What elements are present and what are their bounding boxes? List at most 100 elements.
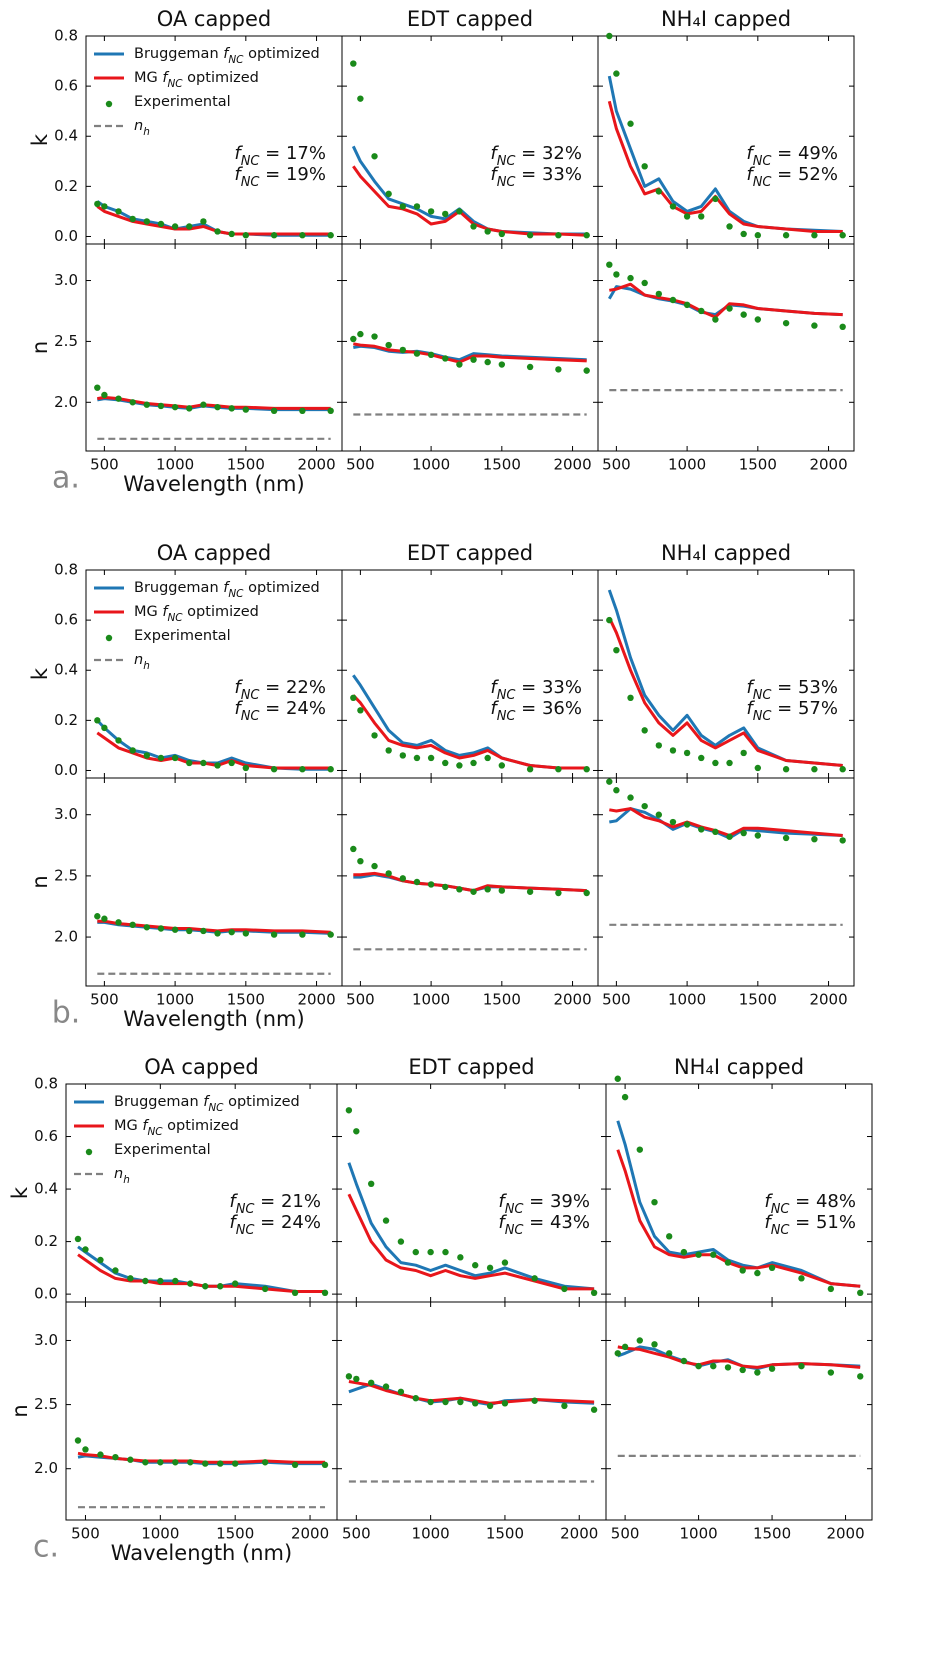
y-tick-label: 2.0 (34, 1459, 58, 1477)
data-point (811, 322, 818, 329)
x-tick-label: 2000 (553, 456, 591, 474)
x-tick-label: 1000 (141, 1525, 179, 1543)
data-point (754, 316, 762, 323)
x-tick-label: 1500 (216, 1525, 254, 1543)
data-point (187, 1280, 194, 1287)
data-point (327, 931, 334, 938)
data-point (526, 232, 534, 239)
data-point (413, 350, 421, 357)
y-tick-label: 0.2 (54, 711, 78, 729)
data-point (740, 829, 747, 837)
annotation: fNC = 51% (764, 1212, 856, 1238)
data-point (768, 1365, 776, 1372)
data-point (412, 1394, 419, 1402)
data-point (839, 232, 846, 239)
x-axis-label: Wavelength (nm) (123, 1007, 304, 1031)
data-point (200, 401, 207, 408)
y-tick-label: 2.5 (54, 866, 78, 884)
data-point (726, 305, 733, 312)
data-point (200, 759, 207, 767)
data-point (94, 913, 101, 920)
data-point (97, 1256, 104, 1264)
x-tick-label: 1500 (483, 456, 521, 474)
series-line (347, 1162, 595, 1291)
legend-label: MG fNC optimized (134, 70, 259, 90)
data-point (683, 749, 691, 757)
data-point (357, 858, 364, 865)
data-point (291, 1289, 299, 1297)
panel-title: OA capped (157, 541, 272, 565)
data-point (397, 1238, 405, 1245)
plot-frame (65, 1301, 338, 1521)
data-point (345, 1107, 353, 1114)
data-point (669, 747, 677, 754)
data-point (811, 766, 818, 773)
data-point (811, 232, 818, 239)
data-point (127, 1275, 134, 1282)
data-point (171, 223, 179, 230)
data-point (754, 1269, 761, 1277)
plot-frame (341, 35, 599, 245)
data-point (621, 1343, 629, 1351)
data-point (82, 1246, 89, 1253)
data-point (498, 762, 506, 769)
data-point (427, 1398, 434, 1406)
data-point (456, 762, 463, 769)
data-point (186, 759, 193, 767)
data-point (186, 927, 193, 935)
annotation: fNC = 33% (490, 677, 582, 703)
panel-title: EDT capped (407, 7, 533, 31)
data-point (606, 778, 613, 785)
data-point (187, 1459, 194, 1466)
x-tick-label: 1000 (679, 1525, 717, 1543)
data-point (627, 274, 634, 282)
y-tick-label: 0.0 (34, 1285, 58, 1303)
data-point (782, 834, 790, 842)
x-tick-label: 1500 (739, 456, 777, 474)
data-point (613, 271, 620, 278)
data-point (698, 213, 705, 220)
x-tick-label: 500 (346, 991, 375, 1009)
data-point (669, 203, 677, 210)
x-tick-label: 1500 (227, 456, 265, 474)
x-tick-label: 2000 (809, 456, 847, 474)
data-point (531, 1275, 538, 1282)
data-point (665, 1350, 673, 1357)
data-point (590, 1406, 598, 1413)
data-point (101, 724, 108, 732)
data-point (606, 261, 613, 268)
data-point (710, 1251, 717, 1258)
data-point (353, 1128, 360, 1135)
data-point (726, 759, 733, 767)
panel-label: b. (52, 996, 81, 1031)
data-point (486, 1264, 494, 1272)
data-point (839, 837, 846, 844)
annotation: fNC = 24% (229, 1212, 321, 1238)
data-point (217, 1460, 224, 1467)
data-point (698, 754, 705, 762)
x-tick-label: 500 (90, 456, 119, 474)
data-point (217, 1283, 224, 1290)
data-point (382, 1217, 390, 1224)
data-point (614, 1075, 621, 1082)
x-tick-label: 2000 (809, 991, 847, 1009)
x-tick-label: 2000 (297, 456, 335, 474)
data-point (357, 95, 364, 102)
data-point (583, 766, 590, 773)
y-tick-label: 3.0 (54, 271, 78, 289)
data-point (214, 228, 221, 235)
y-tick-label: 2.5 (34, 1395, 58, 1413)
data-point (526, 363, 534, 371)
data-point (641, 279, 648, 287)
data-point (327, 766, 334, 773)
data-point (214, 403, 221, 411)
y-axis-label: n (28, 875, 52, 888)
x-tick-label: 1500 (486, 1525, 524, 1543)
y-axis-label: k (28, 133, 52, 146)
data-point (427, 208, 435, 215)
data-point (399, 752, 407, 759)
x-tick-label: 1500 (753, 1525, 791, 1543)
data-point (385, 341, 392, 349)
data-point (484, 228, 491, 235)
data-point (754, 1369, 761, 1376)
